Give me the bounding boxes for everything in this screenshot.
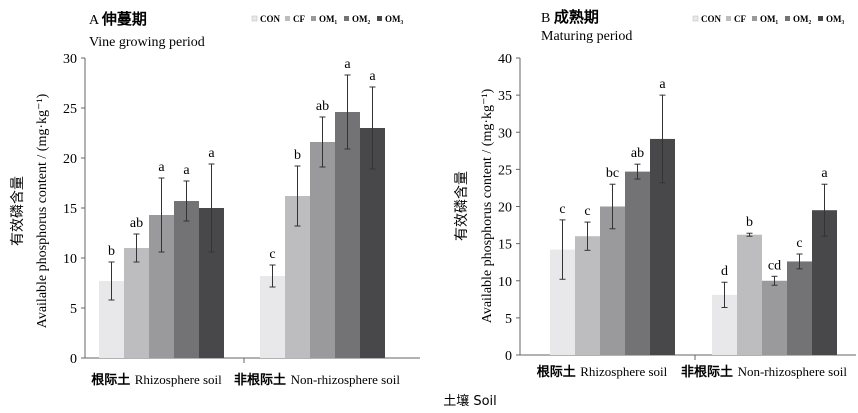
- bar: [260, 276, 285, 358]
- y-tick-label: 40: [498, 52, 512, 67]
- legend-swatch: [785, 16, 790, 21]
- panel-letter: A: [89, 13, 102, 28]
- y-tick-label: 35: [498, 89, 512, 104]
- y-tick-label: 0: [505, 349, 512, 364]
- legend-swatch: [818, 16, 823, 21]
- y-tick-label: 30: [63, 52, 77, 67]
- bar: [310, 142, 335, 358]
- legend-label: CON: [701, 14, 722, 24]
- bar: [787, 261, 812, 355]
- y-tick-label: 20: [498, 201, 512, 216]
- significance-letter: bc: [606, 166, 619, 181]
- y-tick-label: 10: [498, 275, 512, 290]
- significance-letter: c: [559, 202, 565, 217]
- y-tick-label: 25: [63, 102, 77, 117]
- legend-swatch: [344, 16, 349, 21]
- significance-letter: c: [796, 236, 802, 251]
- category-label: 非根际土 Non-rhizosphere soil: [681, 364, 847, 380]
- category-label: 根际土 Rhizosphere soil: [537, 364, 668, 380]
- significance-letter: c: [269, 247, 275, 262]
- y-axis-label-cn: 有效磷含量: [10, 176, 26, 246]
- significance-letter: ab: [631, 146, 644, 161]
- y-tick-label: 15: [63, 202, 77, 217]
- bar: [600, 206, 625, 355]
- panel-title-cn: 伸蔓期: [101, 10, 147, 28]
- y-axis-label-en: Available phosphorus content / (mg·kg⁻¹): [480, 88, 495, 323]
- significance-letter: b: [294, 148, 301, 163]
- legend-swatch: [752, 16, 757, 21]
- y-axis-label-en: Available phosphorus content / (mg·kg⁻¹): [35, 93, 50, 328]
- bar: [737, 234, 762, 355]
- significance-letter: cd: [768, 258, 781, 273]
- panel-subtitle: Vine growing period: [89, 35, 205, 50]
- significance-letter: d: [721, 264, 728, 279]
- y-tick-label: 5: [70, 302, 77, 317]
- legend-label: CON: [260, 14, 281, 24]
- bar: [124, 248, 149, 358]
- panel-letter: B: [541, 11, 554, 26]
- legend-label: OM₁: [760, 14, 778, 24]
- significance-letter: ab: [130, 216, 143, 231]
- significance-letter: a: [659, 77, 666, 92]
- significance-letter: a: [158, 160, 165, 175]
- significance-letter: a: [344, 57, 351, 72]
- y-tick-label: 25: [498, 163, 512, 178]
- panel-title: A 伸蔓期: [89, 10, 147, 28]
- legend-label: OM₃: [826, 14, 844, 24]
- y-tick-label: 15: [498, 238, 512, 253]
- legend-label: CF: [734, 14, 746, 24]
- legend-label: OM₃: [385, 14, 403, 24]
- y-tick-label: 30: [498, 126, 512, 141]
- y-axis-label-cn: 有效磷含量: [454, 171, 470, 241]
- panel-title-cn: 成熟期: [554, 8, 599, 26]
- significance-letter: a: [208, 146, 215, 161]
- legend-swatch: [726, 16, 731, 21]
- legend-swatch: [377, 16, 382, 21]
- significance-letter: ab: [316, 99, 329, 114]
- legend-label: CF: [293, 14, 305, 24]
- bar: [575, 236, 600, 355]
- category-label: 非根际土 Non-rhizosphere soil: [234, 372, 400, 388]
- bar: [762, 280, 787, 355]
- panel-a: A 伸蔓期 Vine growing period CON CF OM₁ OM₂ OM₃ 0 5…: [10, 10, 420, 388]
- category-label: 根际土 Rhizosphere soil: [91, 372, 222, 388]
- panel-title: B 成熟期: [541, 8, 599, 26]
- bar: [625, 171, 650, 355]
- y-tick-label: 0: [70, 352, 77, 367]
- legend-swatch: [251, 15, 258, 22]
- y-tick-label: 20: [63, 152, 77, 167]
- legend-label: OM₁: [319, 14, 337, 24]
- significance-letter: a: [183, 163, 190, 178]
- significance-letter: b: [108, 244, 115, 259]
- legend-swatch: [692, 15, 699, 22]
- y-tick-label: 10: [63, 252, 77, 267]
- significance-letter: b: [746, 215, 753, 230]
- bar: [174, 201, 199, 358]
- y-tick-label: 5: [505, 312, 512, 327]
- legend-swatch: [285, 16, 290, 21]
- panel-subtitle: Maturing period: [541, 29, 632, 44]
- panel-b: B 成熟期 Maturing period CON CF OM₁ OM₂ OM₃ 0 5 10 15…: [454, 8, 856, 380]
- significance-letter: c: [584, 204, 590, 219]
- legend-label: OM₂: [793, 14, 811, 24]
- legend-label: OM₂: [352, 14, 370, 24]
- significance-letter: a: [821, 166, 828, 181]
- x-axis-label: 土壤 Soil: [443, 393, 497, 409]
- bar: [335, 112, 360, 358]
- significance-letter: a: [369, 69, 376, 84]
- legend-swatch: [311, 16, 316, 21]
